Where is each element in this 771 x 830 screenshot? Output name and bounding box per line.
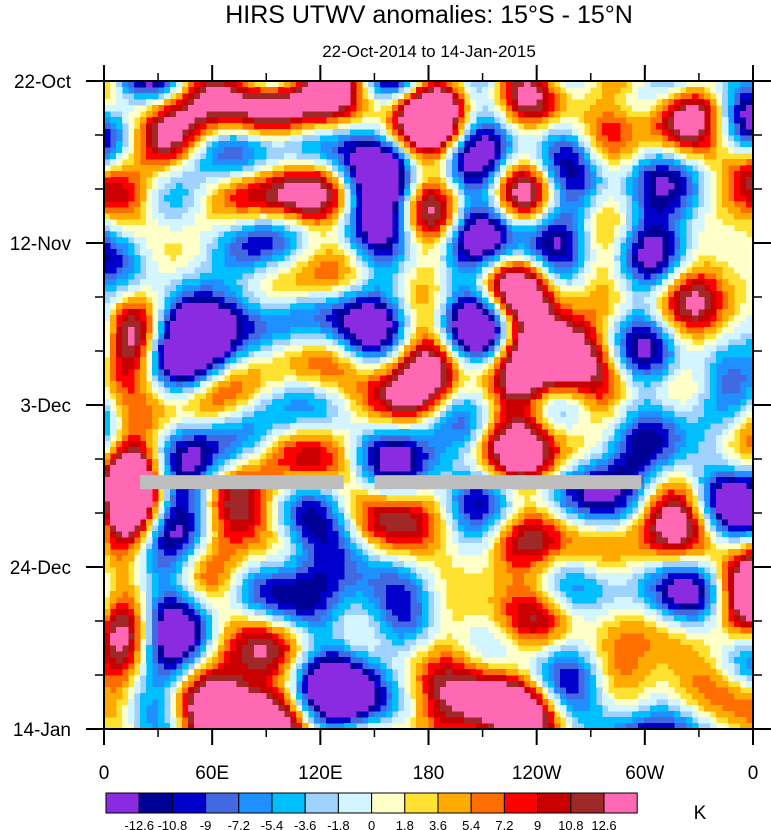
x-tick-label: 120E (298, 763, 342, 784)
y-tick-label: 14-Jan (13, 720, 71, 741)
x-tick-label: 0 (748, 763, 759, 784)
colorbar-box (537, 792, 572, 814)
colorbar-level-label: -3.6 (294, 818, 316, 830)
colorbar-box (404, 792, 439, 814)
colorbar-level-label: 1.8 (396, 818, 414, 830)
contour-fill (104, 81, 753, 729)
colorbar-box (105, 792, 140, 814)
colorbar-level-label: -10.8 (158, 818, 188, 830)
colorbar-box (304, 792, 339, 814)
contour-fill (104, 81, 753, 729)
contour-fill (104, 81, 753, 729)
colorbar-level-label: -12.6 (124, 818, 154, 830)
contour-fill (104, 81, 753, 729)
x-tick-label: 60E (195, 763, 229, 784)
colorbar-box (205, 792, 240, 814)
colorbar-level-label: -1.8 (327, 818, 349, 830)
colorbar-level-label: 0 (368, 818, 375, 830)
colorbar-box (271, 792, 306, 814)
colorbar-level-label: 10.8 (558, 818, 583, 830)
missing-data-bar (140, 475, 344, 490)
colorbar-box (171, 792, 207, 814)
missing-data-bar (374, 475, 642, 490)
y-tick-label: 3-Dec (20, 396, 71, 417)
colorbar: -12.6 -10.8 -9 -7.2 -5.4 -3.6 -1.8 0 1.8 3.6 5.4 7.… (105, 792, 638, 830)
x-tick-label: 180 (413, 763, 445, 784)
missing-data-bars (140, 475, 642, 490)
x-axis: 0 60E 120E 180 120W 60W 0 (99, 65, 759, 784)
colorbar-box (603, 792, 638, 814)
y-tick-label: 22-Oct (14, 72, 72, 93)
colorbar-level-label: 3.6 (429, 818, 447, 830)
colorbar-box (437, 792, 472, 814)
colorbar-box (570, 792, 605, 814)
y-tick-label: 24-Dec (10, 558, 71, 579)
heatmap-field (104, 81, 753, 729)
colorbar-box (371, 792, 406, 814)
colorbar-level-label: 9 (534, 818, 541, 830)
colorbar-box (503, 792, 539, 814)
y-axis: 22-Oct 12-Nov 3-Dec 24-Dec 14-Jan (10, 72, 771, 741)
colorbar-level-label: 7.2 (495, 818, 513, 830)
colorbar-box (337, 792, 373, 814)
chart-subtitle: 22-Oct-2014 to 14-Jan-2015 (322, 42, 536, 61)
x-tick-label: 60W (625, 763, 664, 784)
chart-title: HIRS UTWV anomalies: 15°S - 15°N (225, 1, 633, 29)
colorbar-level-label: -7.2 (228, 818, 250, 830)
contour-fill (104, 81, 753, 729)
colorbar-level-label: -9 (200, 818, 212, 830)
contour-fill (104, 81, 753, 729)
colorbar-level-label: 12.6 (591, 818, 616, 830)
colorbar-box (238, 792, 273, 814)
colorbar-level-label: -5.4 (261, 818, 283, 830)
y-tick-label: 12-Nov (10, 234, 72, 255)
colorbar-level-label: 5.4 (462, 818, 480, 830)
colorbar-box (470, 792, 505, 814)
x-tick-label: 120W (512, 763, 562, 784)
colorbar-box (138, 792, 173, 814)
colorbar-unit-label: K (694, 803, 707, 824)
x-tick-label: 0 (99, 763, 110, 784)
